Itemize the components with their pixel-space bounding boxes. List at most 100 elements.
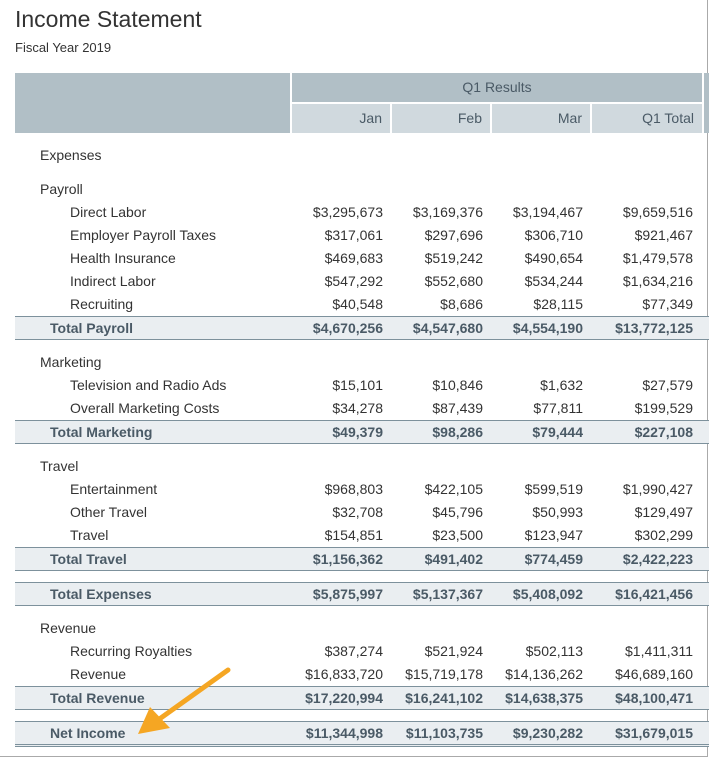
cell-value[interactable]: $599,519 (524, 481, 583, 497)
table-row[interactable]: Travel $154,851 $23,500 $123,947 $302,299 (15, 524, 709, 547)
cell-value[interactable]: $1,632 (540, 377, 583, 393)
cell-value[interactable]: $40,548 (332, 296, 383, 312)
cell-value[interactable]: $199,529 (634, 400, 693, 416)
cell-value[interactable]: $968,803 (324, 481, 383, 497)
cell-value[interactable]: $387,274 (324, 643, 383, 659)
cell-value[interactable]: $28,115 (533, 296, 583, 312)
table-row[interactable]: Employer Payroll Taxes $317,061 $297,696 $3… (15, 224, 709, 247)
cell-value[interactable]: $14,638,375 (505, 690, 583, 706)
total-row[interactable]: Total Marketing $49,379 $98,286 $79,444 $227… (15, 420, 709, 444)
cell-value[interactable]: $4,670,256 (312, 320, 383, 336)
total-row[interactable]: Total Expenses $5,875,997 $5,137,367 $5,408… (15, 582, 709, 606)
column-header-feb[interactable]: Feb (392, 104, 490, 133)
cell-value[interactable]: $502,113 (525, 643, 583, 659)
total-row[interactable]: Total Revenue $17,220,994 $16,241,102 $14,6… (15, 686, 709, 710)
cell-value[interactable]: $422,105 (424, 481, 483, 497)
cell-value[interactable]: $31,679,015 (615, 725, 693, 741)
section-header-row[interactable]: Payroll (15, 178, 709, 201)
total-row[interactable]: Total Travel $1,156,362 $491,402 $774,459 $2… (15, 547, 709, 571)
cell-value[interactable]: $32,708 (332, 504, 383, 520)
cell-value[interactable]: $87,439 (432, 400, 483, 416)
cell-value[interactable]: $23,500 (432, 527, 483, 543)
cell-value[interactable]: $11,103,735 (405, 725, 483, 741)
cell-value[interactable]: $27,579 (642, 377, 693, 393)
table-row[interactable]: Recurring Royalties $387,274 $521,924 $502,… (15, 640, 709, 663)
cell-value[interactable]: $77,811 (533, 400, 583, 416)
total-row[interactable]: Total Payroll $4,670,256 $4,547,680 $4,554,… (15, 316, 709, 340)
cell-value[interactable]: $1,156,362 (312, 551, 383, 567)
cell-value[interactable]: $1,479,578 (622, 250, 693, 266)
cell-value[interactable]: $1,634,216 (622, 273, 693, 289)
cell-value[interactable]: $4,547,680 (412, 320, 483, 336)
cell-value[interactable]: $521,924 (424, 643, 483, 659)
cell-value[interactable]: $15,101 (332, 377, 383, 393)
section-header-row[interactable]: Marketing (15, 351, 709, 374)
cell-value[interactable]: $491,402 (424, 551, 483, 567)
cell-value[interactable]: $46,689,160 (615, 666, 693, 682)
cell-value[interactable]: $49,379 (332, 424, 383, 440)
cell-value[interactable]: $45,796 (432, 504, 483, 520)
table-row[interactable]: Other Travel $32,708 $45,796 $50,993 $129,49… (15, 501, 709, 524)
section-header-row[interactable]: Revenue (15, 617, 709, 640)
section-header-row[interactable]: Expenses (15, 144, 709, 167)
table-row[interactable]: Overall Marketing Costs $34,278 $87,439 $77… (15, 397, 709, 420)
table-row[interactable]: Revenue $16,833,720 $15,719,178 $14,136,262… (15, 663, 709, 686)
cell-value[interactable]: $48,100,471 (615, 690, 693, 706)
table-row[interactable]: Health Insurance $469,683 $519,242 $490,654… (15, 247, 709, 270)
cell-value[interactable]: $490,654 (524, 250, 583, 266)
cell-value[interactable]: $534,244 (524, 273, 583, 289)
cell-value[interactable]: $227,108 (634, 424, 693, 440)
table-row[interactable]: Indirect Labor $547,292 $552,680 $534,244 $1… (15, 270, 709, 293)
table-row[interactable]: Recruiting $40,548 $8,686 $28,115 $77,349 (15, 293, 709, 316)
cell-value[interactable]: $317,061 (324, 227, 383, 243)
cell-value[interactable]: $519,242 (424, 250, 483, 266)
cell-value[interactable]: $3,169,376 (412, 204, 483, 220)
cell-value[interactable]: $14,136,262 (505, 666, 583, 682)
column-group-q1[interactable]: Q1 Results (292, 73, 702, 102)
table-row[interactable]: Entertainment $968,803 $422,105 $599,519 $1,… (15, 478, 709, 501)
cell-value[interactable]: $17,220,994 (305, 690, 383, 706)
cell-value[interactable]: $5,137,367 (412, 586, 483, 602)
cell-value[interactable]: $11,344,998 (305, 725, 383, 741)
total-row[interactable]: Net Income $11,344,998 $11,103,735 $9,230,2… (15, 721, 709, 747)
cell-value[interactable]: $8,686 (440, 296, 483, 312)
cell-value[interactable]: $98,286 (432, 424, 483, 440)
cell-value[interactable]: $547,292 (324, 273, 383, 289)
section-header-row[interactable]: Travel (15, 455, 709, 478)
cell-value[interactable]: $1,411,311 (625, 643, 693, 659)
cell-value[interactable]: $4,554,190 (512, 320, 583, 336)
cell-value[interactable]: $552,680 (424, 273, 483, 289)
cell-value[interactable]: $2,422,223 (622, 551, 693, 567)
cell-value[interactable]: $16,833,720 (305, 666, 383, 682)
cell-value[interactable]: $34,278 (332, 400, 383, 416)
cell-value[interactable]: $154,851 (324, 527, 383, 543)
cell-value[interactable]: $297,696 (424, 227, 483, 243)
column-header-jan[interactable]: Jan (292, 104, 390, 133)
cell-value[interactable]: $1,990,427 (622, 481, 693, 497)
column-header-mar[interactable]: Mar (492, 104, 590, 133)
cell-value[interactable]: $921,467 (634, 227, 693, 243)
cell-value[interactable]: $77,349 (642, 296, 693, 312)
table-row[interactable]: Direct Labor $3,295,673 $3,169,376 $3,194,4… (15, 201, 709, 224)
cell-value[interactable]: $5,408,092 (512, 586, 583, 602)
cell-value[interactable]: $79,444 (532, 424, 583, 440)
cell-value[interactable]: $9,659,516 (622, 204, 693, 220)
table-row[interactable]: Television and Radio Ads $15,101 $10,846 $1… (15, 374, 709, 397)
cell-value[interactable]: $123,947 (524, 527, 583, 543)
cell-value[interactable]: $15,719,178 (405, 666, 483, 682)
cell-value[interactable]: $469,683 (324, 250, 383, 266)
column-header-q1-total[interactable]: Q1 Total (592, 104, 702, 133)
cell-value[interactable]: $306,710 (524, 227, 583, 243)
cell-value[interactable]: $16,421,456 (615, 586, 693, 602)
cell-value[interactable]: $13,772,125 (615, 320, 693, 336)
cell-value[interactable]: $5,875,997 (312, 586, 383, 602)
cell-value[interactable]: $774,459 (524, 551, 583, 567)
cell-value[interactable]: $3,295,673 (312, 204, 383, 220)
cell-value[interactable]: $10,846 (432, 377, 483, 393)
cell-value[interactable]: $16,241,102 (405, 690, 483, 706)
cell-value[interactable]: $302,299 (634, 527, 693, 543)
cell-value[interactable]: $3,194,467 (512, 204, 583, 220)
cell-value[interactable]: $9,230,282 (512, 725, 583, 741)
cell-value[interactable]: $129,497 (634, 504, 693, 520)
cell-value[interactable]: $50,993 (532, 504, 583, 520)
